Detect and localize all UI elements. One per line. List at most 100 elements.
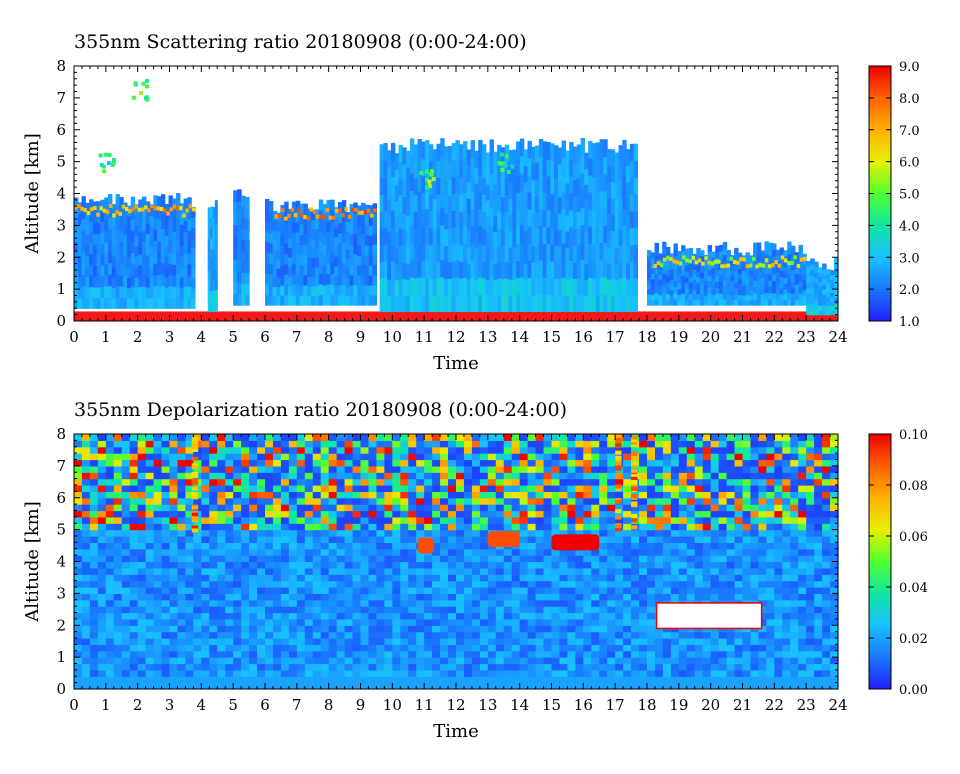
cloud-top-cell <box>351 208 355 212</box>
heatmap-cell <box>448 625 457 632</box>
heatmap-cell <box>528 479 537 486</box>
heatmap-cell <box>249 549 258 556</box>
heatmap-cell <box>764 248 768 255</box>
heatmap-cell <box>392 587 401 594</box>
heatmap-cell <box>138 523 147 530</box>
heatmap-cell <box>440 447 449 454</box>
heatmap-cell <box>535 245 539 262</box>
heatmap-cell <box>289 523 298 530</box>
heatmap-cell <box>131 241 135 253</box>
heatmap-cell <box>321 498 330 505</box>
heatmap-cell <box>289 632 298 639</box>
heatmap-cell <box>265 619 274 626</box>
heatmap-cell <box>329 638 338 645</box>
heatmap-cell <box>292 274 296 285</box>
heatmap-cell <box>337 574 346 581</box>
heatmap-cell <box>416 562 425 569</box>
heatmap-cell <box>753 243 757 250</box>
heatmap-cell <box>209 568 218 575</box>
heatmap-cell <box>416 453 425 460</box>
heatmap-cell <box>82 511 91 518</box>
heatmap-cell <box>106 485 115 492</box>
heatmap-cell <box>368 638 377 645</box>
heatmap-cell <box>734 271 738 277</box>
heatmap-cell <box>85 287 89 298</box>
heatmap-cell <box>209 670 218 677</box>
heatmap-cell <box>146 276 150 287</box>
heatmap-cell <box>98 676 107 683</box>
heatmap-cell <box>711 273 715 279</box>
heatmap-cell <box>535 146 539 163</box>
heatmap-cell <box>559 657 568 664</box>
heatmap-cell <box>471 157 475 175</box>
heatmap-cell <box>130 523 139 530</box>
heatmap-cell <box>201 549 210 556</box>
x-tick-label: 11 <box>415 328 434 346</box>
heatmap-cell <box>90 479 99 486</box>
heatmap-cell <box>345 638 354 645</box>
heatmap-cell <box>787 267 791 274</box>
heatmap-cell <box>424 625 433 632</box>
heatmap-cell <box>280 245 284 256</box>
heatmap-cell <box>583 638 592 645</box>
heatmap-cell <box>677 267 681 273</box>
heatmap-cell <box>711 284 715 290</box>
cloud-top-cell <box>84 208 88 212</box>
heatmap-cell <box>100 276 104 287</box>
heatmap-cell <box>455 243 459 261</box>
heatmap-cell <box>512 491 521 498</box>
heatmap-cell <box>512 517 521 524</box>
heatmap-cell <box>361 593 370 600</box>
heatmap-cell <box>727 272 731 278</box>
heatmap-cell <box>544 479 553 486</box>
heatmap-cell <box>93 276 97 287</box>
heatmap-cell <box>153 297 157 309</box>
heatmap-cell <box>591 676 600 683</box>
heatmap-cell <box>559 491 568 498</box>
cloud-top-cell <box>797 264 801 268</box>
heatmap-cell <box>400 485 409 492</box>
heatmap-cell <box>464 479 473 486</box>
heatmap-cell <box>289 504 298 511</box>
heatmap-cell <box>225 657 234 664</box>
heatmap-cell <box>536 530 545 537</box>
heatmap-cell <box>504 606 513 613</box>
heatmap-cell <box>233 202 238 214</box>
heatmap-cell <box>399 178 403 195</box>
heatmap-cell <box>480 511 489 518</box>
heatmap-cell <box>265 625 274 632</box>
heatmap-cell <box>505 178 509 195</box>
heatmap-cell <box>225 485 234 492</box>
heatmap-cell <box>544 491 553 498</box>
heatmap-cell <box>567 562 576 569</box>
heatmap-cell <box>584 216 588 232</box>
heatmap-cell <box>122 472 131 479</box>
heatmap-cell <box>146 523 155 530</box>
heatmap-cell <box>472 485 481 492</box>
heatmap-cell <box>480 434 489 441</box>
heatmap-cell <box>191 288 195 299</box>
heatmap-cell <box>448 485 457 492</box>
heatmap-cell <box>814 299 819 305</box>
heatmap-cell <box>297 638 306 645</box>
heatmap-cell <box>708 287 712 294</box>
heatmap-cell <box>544 676 553 683</box>
heatmap-cell <box>233 676 242 683</box>
cloud-top-cell <box>281 208 285 212</box>
heatmap-cell <box>337 498 346 505</box>
heatmap-cell <box>626 214 630 231</box>
heatmap-cell <box>575 440 584 447</box>
heatmap-cell <box>516 294 520 312</box>
heatmap-cell <box>528 555 537 562</box>
heatmap-cell <box>273 220 277 230</box>
heatmap-cell <box>323 275 327 286</box>
heatmap-cell <box>581 259 585 277</box>
heatmap-cell <box>674 293 678 300</box>
heatmap-cell <box>520 225 524 243</box>
heatmap-cell <box>154 600 163 607</box>
heatmap-cell <box>353 223 357 234</box>
heatmap-cell <box>313 619 322 626</box>
heatmap-cell <box>201 530 210 537</box>
heatmap-cell <box>577 295 581 312</box>
heatmap-cell <box>187 219 191 231</box>
